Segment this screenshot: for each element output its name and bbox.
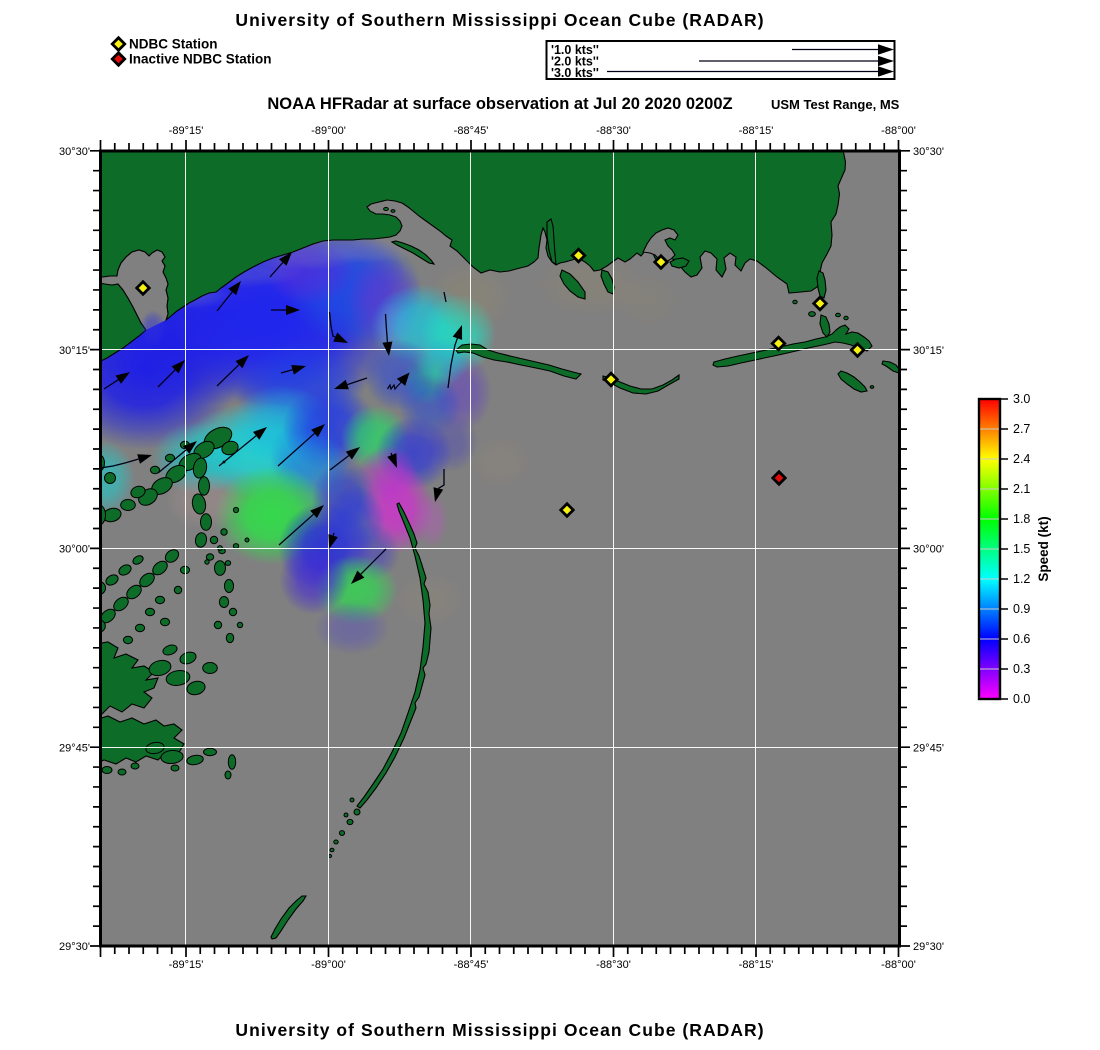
svg-text:30°30': 30°30' (913, 146, 944, 158)
svg-text:0.0: 0.0 (1013, 692, 1030, 706)
svg-text:3.0: 3.0 (1013, 392, 1030, 406)
svg-text:-88°30': -88°30' (596, 125, 631, 137)
svg-text:2.1: 2.1 (1013, 482, 1030, 496)
svg-text:NOAA HFRadar at surface observ: NOAA HFRadar at surface observation at J… (267, 95, 732, 113)
svg-text:-88°15': -88°15' (739, 959, 774, 971)
svg-text:30°00': 30°00' (913, 544, 944, 556)
svg-text:0.9: 0.9 (1013, 602, 1030, 616)
svg-text:2.4: 2.4 (1013, 452, 1030, 466)
svg-text:0.6: 0.6 (1013, 632, 1030, 646)
svg-text:-88°30': -88°30' (596, 959, 631, 971)
svg-text:Inactive NDBC Station: Inactive NDBC Station (129, 52, 272, 67)
svg-text:-89°15': -89°15' (169, 959, 204, 971)
svg-text:-88°45': -88°45' (454, 959, 489, 971)
svg-text:NDBC Station: NDBC Station (129, 37, 218, 52)
svg-text:-88°00': -88°00' (881, 959, 916, 971)
svg-text:2.7: 2.7 (1013, 422, 1030, 436)
svg-text:1.8: 1.8 (1013, 512, 1030, 526)
svg-text:-88°45': -88°45' (454, 125, 489, 137)
svg-text:'1.0 kts'': '1.0 kts'' (551, 43, 599, 57)
svg-text:'3.0 kts'': '3.0 kts'' (551, 66, 599, 80)
svg-text:-89°00': -89°00' (311, 959, 346, 971)
svg-text:University of Southern Mississ: University of Southern Mississippi Ocean… (235, 10, 764, 30)
svg-text:1.5: 1.5 (1013, 542, 1030, 556)
svg-text:-88°00': -88°00' (881, 125, 916, 137)
svg-text:'2.0 kts'': '2.0 kts'' (551, 55, 599, 69)
svg-text:30°00': 30°00' (59, 544, 90, 556)
svg-text:Speed (kt): Speed (kt) (1036, 516, 1051, 581)
svg-text:29°30': 29°30' (59, 941, 90, 953)
svg-text:30°30': 30°30' (59, 146, 90, 158)
svg-text:30°15': 30°15' (59, 345, 90, 357)
svg-text:-89°15': -89°15' (169, 125, 204, 137)
svg-text:29°30': 29°30' (913, 941, 944, 953)
svg-text:0.3: 0.3 (1013, 662, 1030, 676)
svg-text:29°45': 29°45' (59, 743, 90, 755)
svg-text:1.2: 1.2 (1013, 572, 1030, 586)
svg-text:USM Test Range, MS: USM Test Range, MS (771, 97, 900, 112)
svg-text:-89°00': -89°00' (311, 125, 346, 137)
svg-text:29°45': 29°45' (913, 743, 944, 755)
svg-text:30°15': 30°15' (913, 345, 944, 357)
svg-text:-88°15': -88°15' (739, 125, 774, 137)
svg-text:University of Southern Mississ: University of Southern Mississippi Ocean… (235, 1020, 764, 1040)
